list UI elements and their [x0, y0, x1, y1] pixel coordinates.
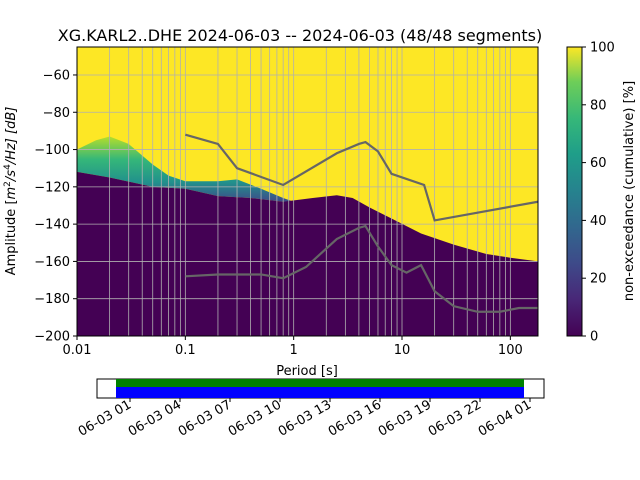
- y-tick-label: −200: [34, 330, 70, 345]
- time-tick-label: 06-03 22: [426, 397, 484, 439]
- time-tick-label: 06-03 16: [326, 397, 384, 439]
- y-tick-label: −100: [34, 143, 70, 158]
- time-tick-label: 06-04 01: [476, 397, 534, 439]
- psd-transition-band: [77, 136, 294, 202]
- x-axis-label: Period [s]: [276, 364, 338, 379]
- colorbar-tick-label: 0: [590, 330, 598, 345]
- x-tick-label: 1: [290, 343, 298, 358]
- colorbar-tick-label: 80: [590, 98, 607, 113]
- y-tick-label: −140: [34, 218, 70, 233]
- colorbar-ticks: 0 20 40 60 80 100: [582, 41, 615, 345]
- colorbar-tick-label: 40: [590, 214, 607, 229]
- y-tick-label: −120: [34, 180, 70, 195]
- colorbar-tick-label: 20: [590, 272, 607, 287]
- availability-gap-band: [116, 379, 524, 387]
- x-tick-label: 0.1: [175, 343, 196, 358]
- y-axis-ticks: −60 −80 −100 −120 −140 −160 −180 −200: [34, 68, 77, 345]
- y-tick-label: −160: [34, 255, 70, 270]
- psd-floor-area: [77, 171, 538, 336]
- grid-lines: [77, 47, 538, 336]
- plot-area: [77, 47, 538, 336]
- y-tick-label: −180: [34, 292, 70, 307]
- chart-title: XG.KARL2..DHE 2024-06-03 -- 2024-06-03 (…: [58, 26, 543, 45]
- low-noise-model-line: [185, 224, 538, 313]
- noise-model-lines: [185, 133, 538, 313]
- time-tick-label: 06-03 19: [376, 397, 434, 439]
- data-availability-bar: [96, 378, 545, 399]
- time-tick-label: 06-03 01: [76, 397, 134, 439]
- colorbar-tick-label: 60: [590, 156, 607, 171]
- plot-frame: [76, 46, 539, 337]
- time-tick-label: 06-03 10: [226, 397, 284, 439]
- colorbar-tick-label: 100: [590, 41, 615, 56]
- high-noise-model-line: [185, 133, 538, 222]
- x-axis-ticks: 0.01 0.1 1 10 100: [63, 336, 523, 358]
- y-tick-label: −60: [43, 68, 70, 83]
- y-tick-label: −80: [43, 106, 70, 121]
- colorbar-label: non-exceedance (cumulative) [%]: [622, 81, 637, 301]
- x-tick-label: 0.01: [63, 343, 92, 358]
- colorbar: [566, 46, 583, 337]
- time-tick-label: 06-03 04: [126, 397, 184, 439]
- y-axis-label: Amplitude [m2/s4/Hz] [dB]: [3, 107, 19, 276]
- availability-data-band: [116, 387, 524, 398]
- x-tick-label: 100: [498, 343, 523, 358]
- x-tick-label: 10: [394, 343, 411, 358]
- time-tick-label: 06-03 13: [276, 397, 334, 439]
- time-tick-label: 06-03 07: [176, 397, 234, 439]
